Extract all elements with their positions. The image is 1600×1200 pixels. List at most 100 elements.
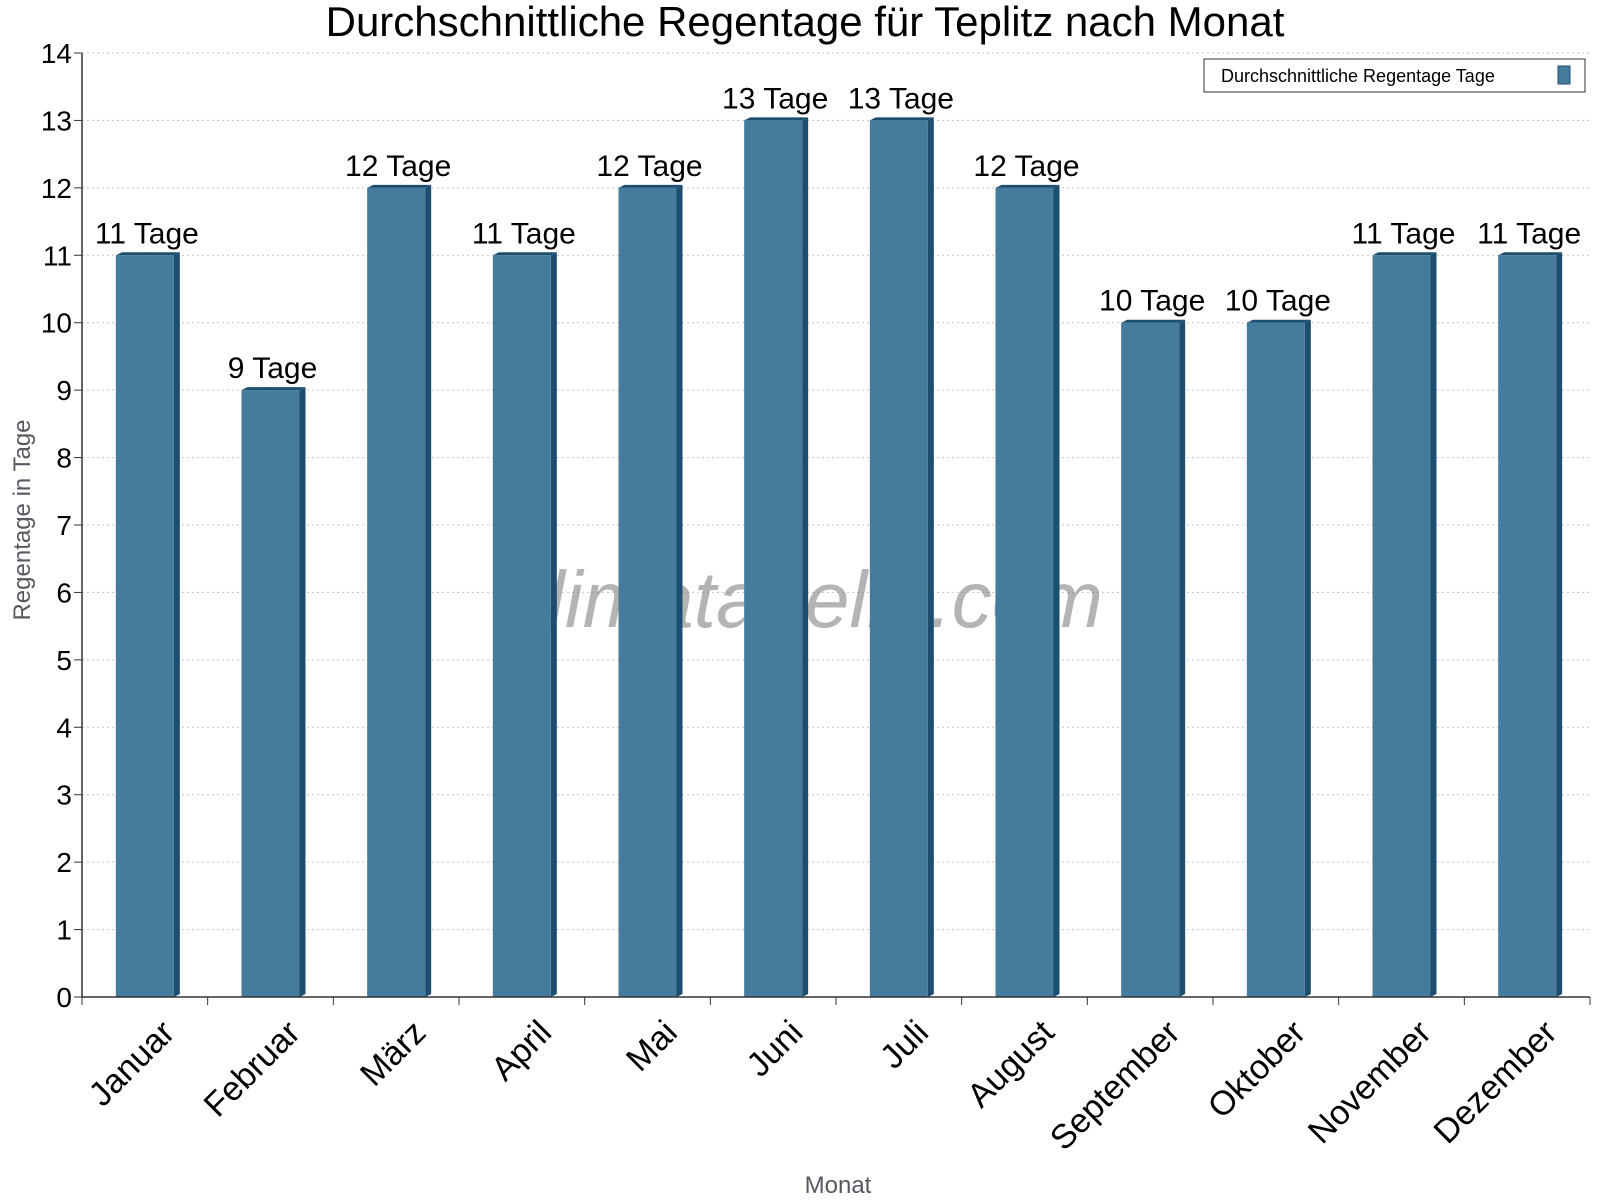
bar (744, 120, 803, 997)
bar-top (995, 184, 1060, 188)
bar-juni (744, 117, 809, 997)
x-tick-label: November (1301, 1013, 1439, 1151)
bar-mai (618, 184, 683, 997)
bar-side (1430, 252, 1437, 998)
y-tick-label: 13 (41, 105, 72, 136)
x-tick-label: Februar (197, 1013, 308, 1124)
bar-side (550, 252, 557, 998)
x-tick-label: Oktober (1201, 1013, 1313, 1125)
y-tick-label: 1 (56, 915, 72, 946)
bar-top (492, 252, 557, 256)
bar (995, 187, 1054, 997)
bar-juli (869, 117, 934, 997)
x-tick-label: Mai (619, 1013, 685, 1079)
y-tick-label: 0 (56, 982, 72, 1013)
bar-top (367, 184, 432, 188)
data-label: 10 Tage (1099, 285, 1205, 318)
y-axis-title: Regentage in Tage (9, 419, 36, 620)
bar-märz (367, 184, 432, 997)
bar-top (744, 117, 809, 121)
x-tick-label: August (960, 1013, 1062, 1115)
data-label: 13 Tage (848, 82, 954, 115)
x-tick-label: Juli (873, 1013, 936, 1076)
x-axis-ticks: Januar Februar März April Mai Juni Juli AugustS… (82, 1013, 1565, 1158)
bar-side (927, 117, 934, 997)
x-tick-label: April (484, 1013, 559, 1088)
bar-august (995, 184, 1060, 997)
bar-februar (241, 387, 306, 998)
bars (115, 117, 1563, 998)
bar-top (1498, 252, 1563, 256)
bar-september (1121, 319, 1186, 997)
bar-top (1372, 252, 1437, 256)
bar (241, 390, 300, 998)
bar-november (1372, 252, 1437, 998)
x-axis-title: Monat (805, 1172, 872, 1199)
bar-top (618, 184, 683, 188)
data-label: 12 Tage (596, 150, 702, 183)
bar-top (1121, 319, 1186, 323)
bar-top (1246, 319, 1311, 323)
data-label: 11 Tage (1352, 217, 1456, 250)
axes (74, 52, 1591, 1005)
data-label: 11 Tage (472, 217, 576, 250)
bar-top (869, 117, 934, 121)
y-tick-label: 10 (41, 308, 72, 339)
bar-side (1053, 184, 1060, 997)
bar-oktober (1246, 319, 1311, 997)
y-tick-label: 7 (56, 510, 72, 541)
y-tick-label: 11 (43, 240, 72, 271)
bar-side (1556, 252, 1563, 998)
bar (1372, 255, 1431, 998)
y-tick-label: 5 (56, 645, 72, 676)
bar-side (425, 184, 432, 997)
data-label: 13 Tage (722, 82, 828, 115)
y-tick-label: 2 (56, 847, 72, 878)
legend-label: Durchschnittliche Regentage Tage (1221, 66, 1495, 86)
bar-top (115, 252, 180, 256)
bar-side (802, 117, 809, 997)
bar-side (1179, 319, 1186, 997)
data-labels: 11 Tage 9 Tage 12 Tage 11 Tage 12 Tage 13 Tag… (95, 82, 1581, 385)
x-tick-label: Januar (82, 1013, 182, 1113)
bar-side (676, 184, 683, 997)
x-tick-label: März (353, 1013, 433, 1093)
bar (618, 187, 677, 997)
bar-april (492, 252, 557, 998)
data-label: 9 Tage (228, 352, 318, 385)
legend-box (1203, 58, 1586, 93)
y-tick-label: 3 (56, 780, 72, 811)
x-tick-label: Juni (739, 1013, 810, 1084)
bar (1246, 322, 1305, 997)
data-label: 11 Tage (95, 217, 199, 250)
bar-top (241, 387, 306, 391)
bar (869, 120, 928, 997)
gridlines (82, 52, 1590, 931)
x-tick-label: September (1043, 1013, 1187, 1157)
y-tick-label: 4 (56, 712, 72, 743)
chart-title: Durchschnittliche Regentage für Teplitz … (326, 0, 1285, 45)
bar-side (1304, 319, 1311, 997)
data-label: 11 Tage (1477, 217, 1581, 250)
bar-side (299, 387, 306, 998)
data-label: 12 Tage (345, 150, 451, 183)
y-tick-label: 6 (56, 577, 72, 608)
data-label: 10 Tage (1225, 285, 1331, 318)
legend-swatch (1557, 65, 1571, 85)
bar (1498, 255, 1557, 998)
x-tick-label: Dezember (1427, 1013, 1565, 1151)
data-label: 12 Tage (973, 150, 1079, 183)
y-tick-label: 12 (41, 173, 72, 204)
bar (115, 255, 174, 998)
y-tick-label: 8 (56, 443, 72, 474)
legend: Durchschnittliche Regentage Tage (1203, 58, 1586, 93)
bar (1121, 322, 1180, 997)
bar-side (173, 252, 180, 998)
y-tick-label: 14 (41, 38, 72, 69)
bar (367, 187, 426, 997)
bar-januar (115, 252, 180, 998)
bar (492, 255, 551, 998)
y-tick-label: 9 (56, 375, 72, 406)
